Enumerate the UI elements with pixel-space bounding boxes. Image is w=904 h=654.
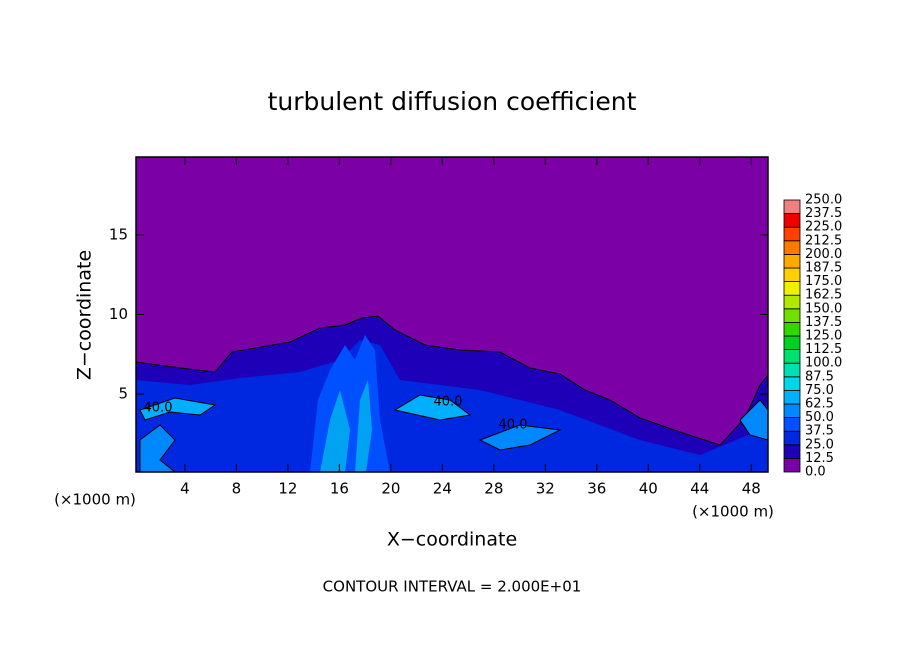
x-tick-label: 8 xyxy=(232,480,242,498)
x-tick-label: 48 xyxy=(742,480,761,498)
contour-label: 40.0 xyxy=(499,418,528,433)
x-axis-label: X−coordinate xyxy=(387,529,517,551)
x-tick-label: 20 xyxy=(381,480,400,498)
x-tick-label: 40 xyxy=(639,480,658,498)
colorbar-label: 175.0 xyxy=(805,274,842,289)
colorbar-bin xyxy=(783,349,801,364)
field-region xyxy=(320,380,372,472)
colorbar-label: 137.5 xyxy=(805,315,842,330)
colorbar-label: 87.5 xyxy=(805,369,834,384)
colorbar-bin xyxy=(783,281,801,296)
contour-label: 40.0 xyxy=(434,395,463,410)
colorbar-bin xyxy=(783,226,801,242)
colorbar-bin xyxy=(783,389,801,405)
y-tick-label: 10 xyxy=(109,305,128,323)
colorbar-bin xyxy=(783,321,801,337)
chart-title: turbulent diffusion coefficient xyxy=(268,87,637,116)
field-region xyxy=(139,394,472,421)
colorbar-label: 100.0 xyxy=(805,356,842,371)
colorbar-bin xyxy=(783,362,801,378)
colorbar-bin xyxy=(783,417,801,432)
colorbar-label: 212.5 xyxy=(805,233,842,248)
x-tick-label: 32 xyxy=(536,480,555,498)
x-tick-label: 36 xyxy=(587,480,606,498)
colorbar-bin xyxy=(783,213,801,228)
colorbar-label: 187.5 xyxy=(805,261,842,276)
colorbar-label: 75.0 xyxy=(805,383,834,398)
y-tick-label: 15 xyxy=(109,225,128,243)
x-tick-label: 28 xyxy=(484,480,503,498)
colorbar-bin xyxy=(783,267,801,283)
colorbar-label: 37.5 xyxy=(805,424,834,439)
colorbar-label: 0.0 xyxy=(805,465,826,480)
x-tick-label: 24 xyxy=(433,480,452,498)
colorbar-bin xyxy=(783,376,801,391)
y-tick-label: 5 xyxy=(118,385,128,403)
annotation: CONTOUR INTERVAL = 2.000E+01 xyxy=(323,578,582,596)
colorbar-bin xyxy=(783,199,801,215)
colorbar-bin xyxy=(783,253,801,269)
colorbar-bin xyxy=(783,430,801,446)
colorbar-label: 112.5 xyxy=(805,342,842,357)
colorbar-label: 237.5 xyxy=(805,206,842,221)
x-tick-label: 4 xyxy=(180,480,190,498)
x-unit: (×1000 m) xyxy=(692,503,774,521)
x-tick-label: 16 xyxy=(330,480,349,498)
colorbar-bin xyxy=(783,308,801,323)
contour-label: 40.0 xyxy=(144,401,173,416)
x-tick-label: 12 xyxy=(278,480,297,498)
x-tick-label: 44 xyxy=(690,480,709,498)
colorbar-bin xyxy=(783,294,801,310)
colorbar-label: 50.0 xyxy=(805,410,834,425)
colorbar-bin xyxy=(783,403,801,419)
colorbar-label: 225.0 xyxy=(805,220,842,235)
colorbar-bin xyxy=(783,444,801,459)
colorbar-label: 200.0 xyxy=(805,247,842,262)
colorbar-label: 62.5 xyxy=(805,397,834,412)
colorbar-label: 250.0 xyxy=(805,193,842,208)
colorbar-bin xyxy=(783,240,801,255)
colorbar-bin xyxy=(783,457,801,473)
y-unit: (×1000 m) xyxy=(54,491,136,509)
colorbar-label: 12.5 xyxy=(805,451,834,466)
y-axis-label: Z−coordinate xyxy=(74,250,96,380)
colorbar-label: 25.0 xyxy=(805,437,834,452)
colorbar-label: 125.0 xyxy=(805,329,842,344)
colorbar-label: 162.5 xyxy=(805,288,842,303)
colorbar-label: 150.0 xyxy=(805,301,842,316)
contour-field xyxy=(135,157,769,473)
colorbar-bin xyxy=(783,335,801,351)
